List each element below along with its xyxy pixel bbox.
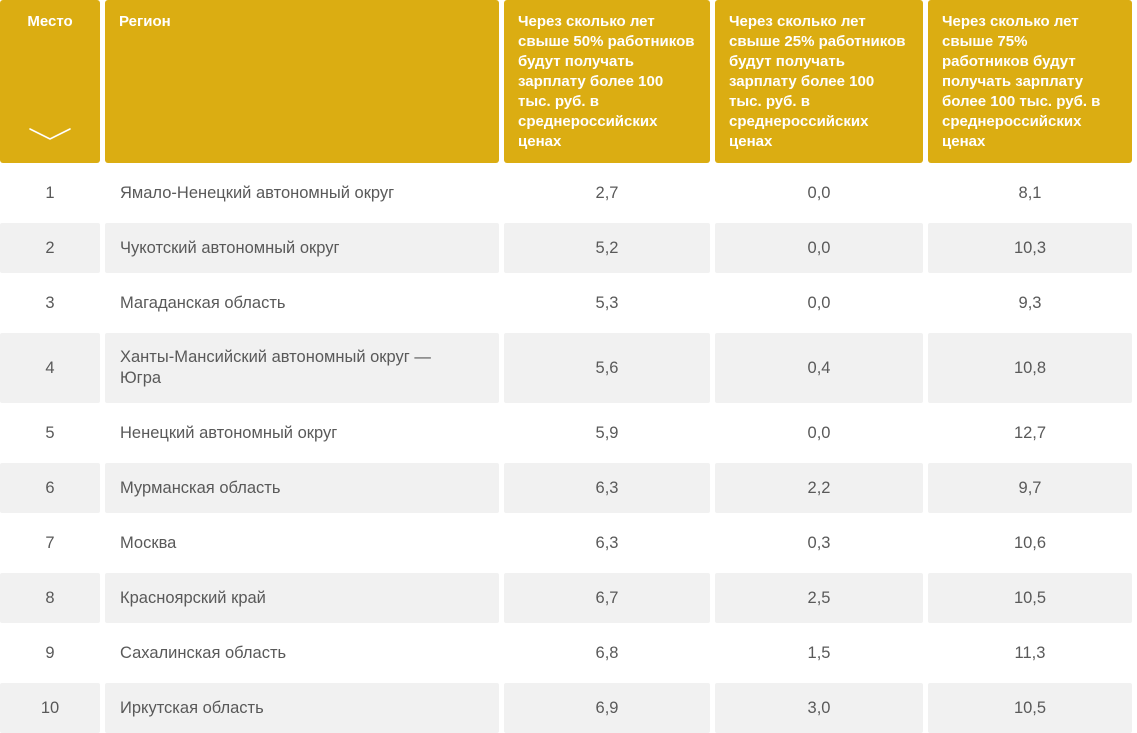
place-cell: 8 — [0, 573, 100, 623]
region-cell: Ненецкий автономный округ — [105, 408, 499, 458]
region-cell: Иркутская область — [105, 683, 499, 733]
place-cell: 7 — [0, 518, 100, 568]
years-25-cell: 3,0 — [715, 683, 923, 733]
years-50-cell: 5,6 — [504, 333, 710, 403]
column-header-years-50-label: Через сколько лет свыше 50% работников б… — [518, 13, 695, 150]
column-header-place-label: Место — [27, 13, 73, 30]
years-75-cell: 11,3 — [928, 628, 1132, 678]
years-25-cell: 0,0 — [715, 223, 923, 273]
years-50-cell: 6,7 — [504, 573, 710, 623]
years-25-cell: 0,0 — [715, 168, 923, 218]
years-50-cell: 6,8 — [504, 628, 710, 678]
chevron-down-icon — [28, 127, 72, 147]
years-25-cell: 2,5 — [715, 573, 923, 623]
years-50-cell: 6,9 — [504, 683, 710, 733]
place-cell: 4 — [0, 333, 100, 403]
years-25-cell: 1,5 — [715, 628, 923, 678]
region-cell: Чукотский автономный округ — [105, 223, 499, 273]
column-header-place[interactable]: Место — [0, 0, 100, 163]
years-50-cell: 2,7 — [504, 168, 710, 218]
years-75-cell: 12,7 — [928, 408, 1132, 458]
place-cell: 5 — [0, 408, 100, 458]
region-cell: Сахалинская область — [105, 628, 499, 678]
years-25-cell: 0,4 — [715, 333, 923, 403]
years-75-cell: 9,7 — [928, 463, 1132, 513]
years-75-cell: 10,8 — [928, 333, 1132, 403]
years-75-cell: 10,5 — [928, 683, 1132, 733]
years-50-cell: 5,2 — [504, 223, 710, 273]
column-header-years-25-label: Через сколько лет свыше 25% работников б… — [729, 13, 906, 150]
years-75-cell: 9,3 — [928, 278, 1132, 328]
years-50-cell: 6,3 — [504, 518, 710, 568]
column-header-region-label: Регион — [119, 13, 171, 30]
years-50-cell: 6,3 — [504, 463, 710, 513]
place-cell: 6 — [0, 463, 100, 513]
column-header-years-50[interactable]: Через сколько лет свыше 50% работников б… — [504, 0, 710, 163]
years-50-cell: 5,3 — [504, 278, 710, 328]
years-75-cell: 10,5 — [928, 573, 1132, 623]
years-75-cell: 8,1 — [928, 168, 1132, 218]
years-25-cell: 2,2 — [715, 463, 923, 513]
place-cell: 10 — [0, 683, 100, 733]
column-header-years-25[interactable]: Через сколько лет свыше 25% работников б… — [715, 0, 923, 163]
years-25-cell: 0,3 — [715, 518, 923, 568]
column-header-years-75[interactable]: Через сколько лет свыше 75% работников б… — [928, 0, 1132, 163]
region-cell: Магаданская область — [105, 278, 499, 328]
years-75-cell: 10,3 — [928, 223, 1132, 273]
years-75-cell: 10,6 — [928, 518, 1132, 568]
place-cell: 3 — [0, 278, 100, 328]
region-cell: Москва — [105, 518, 499, 568]
years-50-cell: 5,9 — [504, 408, 710, 458]
column-header-region[interactable]: Регион — [105, 0, 499, 163]
region-cell: Красноярский край — [105, 573, 499, 623]
column-header-years-75-label: Через сколько лет свыше 75% работников б… — [942, 13, 1101, 150]
region-cell: Мурманская область — [105, 463, 499, 513]
years-25-cell: 0,0 — [715, 408, 923, 458]
region-cell: Ханты-Мансийский автономный округ — Югра — [105, 333, 499, 403]
region-cell: Ямало-Ненецкий автономный округ — [105, 168, 499, 218]
place-cell: 2 — [0, 223, 100, 273]
years-25-cell: 0,0 — [715, 278, 923, 328]
place-cell: 9 — [0, 628, 100, 678]
place-cell: 1 — [0, 168, 100, 218]
